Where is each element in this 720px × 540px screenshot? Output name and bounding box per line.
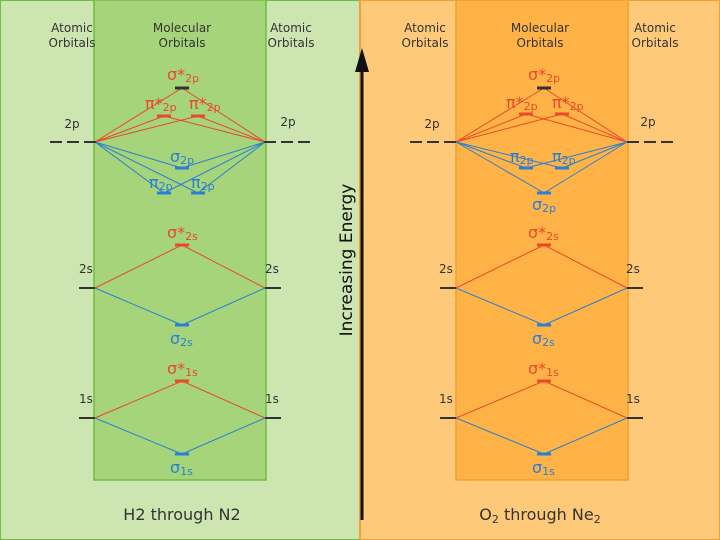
- axis-label: Increasing Energy: [337, 184, 357, 337]
- right-mo-column: [455, 0, 629, 481]
- right-ao-1s-label: 1s: [439, 392, 453, 406]
- right-molecular-header-2: Orbitals: [517, 36, 564, 50]
- right-sigma-2s: σ2s: [532, 329, 555, 349]
- left-pi-2p-b: π2p: [191, 173, 215, 193]
- left-atomic-header-r1: Atomic: [270, 21, 312, 35]
- right-pi-star-2p-a: π*2p: [506, 93, 538, 113]
- left-molecular-header-1: Molecular: [153, 21, 211, 35]
- right-atomic-header-2: Orbitals: [402, 36, 449, 50]
- energy-axis-arrow: [355, 48, 369, 72]
- right-sigma-2p: σ2p: [532, 195, 556, 215]
- right-mo-levels: [519, 86, 569, 456]
- left-ao-2p-label: 2p: [64, 117, 79, 131]
- right-pi-2p-b: π2p: [552, 147, 576, 167]
- left-atomic-header-1: Atomic: [51, 21, 93, 35]
- left-sigma-1s: σ1s: [170, 458, 193, 478]
- right-ao-2s-label-r: 2s: [626, 262, 640, 276]
- right-ao-2p-label-r: 2p: [640, 115, 655, 129]
- left-pi-2p-a: π2p: [149, 173, 173, 193]
- right-atomic-header-r2: Orbitals: [632, 36, 679, 50]
- right-atomic-header-r1: Atomic: [634, 21, 676, 35]
- right-ao-2s-label: 2s: [439, 262, 453, 276]
- right-pi-star-2p-b: π*2p: [552, 93, 584, 113]
- right-atomic-levels: [410, 141, 673, 419]
- right-atomic-header-1: Atomic: [404, 21, 446, 35]
- left-ao-2p-label-r: 2p: [280, 115, 295, 129]
- left-atomic-header-2: Orbitals: [49, 36, 96, 50]
- right-molecular-header-1: Molecular: [511, 21, 569, 35]
- right-connections: [455, 87, 628, 455]
- left-pi-star-2p-a: π*2p: [145, 94, 177, 114]
- right-panel-border: [359, 0, 720, 540]
- right-sigma-star-2p: σ*2p: [528, 65, 560, 85]
- left-sigma-star-2p: σ*2p: [167, 65, 199, 85]
- left-ao-1s-label: 1s: [79, 392, 93, 406]
- left-ao-1s-label-r: 1s: [265, 392, 279, 406]
- left-molecular-header-2: Orbitals: [159, 36, 206, 50]
- left-connections: [94, 87, 266, 455]
- left-sigma-2s: σ2s: [170, 329, 193, 349]
- left-mo-column: [93, 0, 267, 481]
- left-panel-title: H2 through N2: [123, 505, 240, 524]
- right-sigma-1s: σ1s: [532, 458, 555, 478]
- right-pi-2p-a: π2p: [510, 147, 534, 167]
- left-mo-levels: [157, 86, 205, 456]
- left-sigma-2p: σ2p: [170, 147, 194, 167]
- left-ao-2s-label: 2s: [79, 262, 93, 276]
- right-ao-2p-label: 2p: [424, 117, 439, 131]
- left-pi-star-2p-b: π*2p: [189, 94, 221, 114]
- left-atomic-levels: [50, 141, 310, 419]
- left-sigma-star-1s: σ*1s: [167, 359, 198, 379]
- right-sigma-star-1s: σ*1s: [528, 359, 559, 379]
- right-panel-title: O2 through Ne2: [479, 505, 600, 526]
- left-ao-2s-label-r: 2s: [265, 262, 279, 276]
- right-sigma-star-2s: σ*2s: [528, 223, 559, 243]
- left-sigma-star-2s: σ*2s: [167, 223, 198, 243]
- right-ao-1s-label-r: 1s: [626, 392, 640, 406]
- left-atomic-header-r2: Orbitals: [268, 36, 315, 50]
